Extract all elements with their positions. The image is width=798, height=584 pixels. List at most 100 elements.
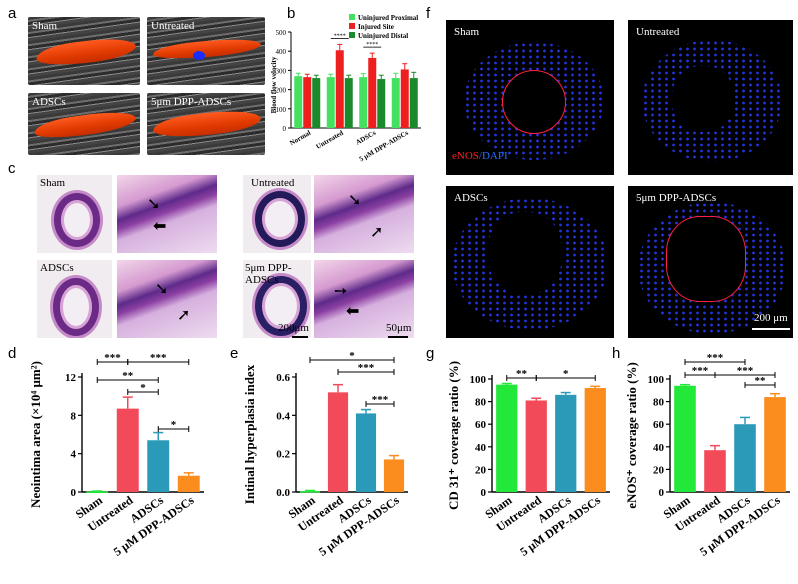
e-bracket-label-1: *** [358,362,375,374]
g-bar-2 [555,394,577,492]
b-legend-distal: Uninjured Distal [358,32,408,40]
b-bar-2-1 [368,57,377,128]
panel-label-d: d [8,345,17,362]
ultrasound-caption-untreated: Untreated [151,20,195,32]
h-bracket-label-1: *** [692,365,709,377]
panel-label-f: f [426,5,431,22]
scale-label-200um: 200μm [278,322,309,334]
e-bracket-label-2: *** [372,394,389,406]
g-bar-1 [525,400,547,492]
b-sig-label-2: **** [366,42,378,48]
b-bar-0-1 [303,77,312,128]
scale-bar-c-right [388,336,408,338]
panel-label-a: a [8,5,17,22]
chart-enos-coverage: eNOS⁺ coverage ratio (%) 020406080100Sham… [624,352,790,559]
d-bar-3 [177,475,200,492]
scale-label-50um: 50μm [386,322,412,334]
h-ytick-label-2: 40 [653,442,665,454]
ultrasound-caption-adscs: ADSCs [32,96,66,108]
b-bar-2-2 [377,79,386,128]
histology-untreated-high: ➘ ➚ [314,175,414,253]
b-bar-3-2 [409,78,418,128]
h-ylabel: eNOS⁺ coverage ratio (%) [624,362,639,509]
fluor-untreated: Untreated [628,20,793,175]
histology-adscs-high: ➘ ➚ [117,260,217,338]
g-ytick-label-1: 20 [475,464,487,476]
d-bar-2 [147,440,170,492]
h-bracket-label-2: *** [737,365,754,377]
e-ylabel: Intinal hyperplasia index [242,364,257,504]
histology-caption-untreated: Untreated [251,177,295,189]
h-ytick-label-4: 80 [653,397,665,409]
d-bracket-label-4: * [171,419,177,431]
h-bar-3 [764,397,786,492]
scale-label-200um-f: 200 μm [754,312,788,324]
b-xtick-label-0: Normal [288,129,312,147]
e-bracket-label-0: * [349,350,355,362]
h-ytick-label-5: 100 [648,374,665,386]
d-bar-0 [86,491,109,494]
e-bar-3 [383,459,405,492]
h-bar-1 [704,450,726,492]
d-ytick-label-2: 8 [71,410,77,422]
h-bar-2 [734,424,756,492]
h-ytick-label-3: 60 [653,419,665,431]
ultrasound-adscs: ADSCs [28,93,140,155]
e-ytick-label-3: 0.6 [276,372,290,384]
d-bar-1 [116,408,139,492]
ultrasound-caption-dpp-adscs: 5μm DPP-ADSCs [151,96,232,108]
g-ylabel: CD 31⁺ coverage ratio (%) [446,361,461,510]
chart-cd31-coverage: CD 31⁺ coverage ratio (%) 020406080100Sha… [446,361,610,559]
d-bracket-label-1: *** [150,352,167,364]
stain-sep: / [478,150,482,162]
d-ytick-label-0: 0 [71,487,77,499]
g-bar-0 [496,384,518,492]
b-ytick-label-5: 500 [276,29,287,37]
d-bracket-label-2: ** [122,370,134,382]
g-ytick-label-3: 60 [475,419,487,431]
b-sig-label-1: **** [334,33,346,39]
b-legend: Uninjured Proximal Injured Site Uninjure… [349,14,418,40]
h-bracket-label-0: *** [707,352,724,364]
g-ytick-label-4: 80 [475,397,487,409]
e-ytick-label-0: 0.0 [276,487,290,499]
b-ytick-label-0: 0 [283,125,287,133]
d-bracket-label-3: * [140,382,146,394]
e-ytick-label-1: 0.2 [276,449,290,461]
b-bar-3-0 [391,78,400,128]
b-bar-1-1 [335,50,344,128]
b-legend-injured: Injured Site [358,23,394,31]
b-ytick-label-1: 100 [276,106,287,114]
g-ytick-label-2: 40 [475,442,487,454]
b-ylabel: Blood flow velocity [270,56,278,113]
ultrasound-sham: Sham [28,17,140,85]
e-ytick-label-2: 0.4 [276,410,290,422]
b-xtick-label-2: ADSCs [354,129,377,147]
d-bracket-label-0: *** [104,352,121,364]
scale-bar-f [752,328,790,330]
fluor-adscs: ADSCs [446,186,614,338]
panel-label-g: g [426,345,435,362]
b-bar-0-2 [312,78,321,128]
ultrasound-dpp-adscs: 5μm DPP-ADSCs [147,93,265,155]
fluor-caption-sham: Sham [454,26,480,38]
histology-caption-dpp: 5μm DPP-ADSCs [245,262,292,286]
g-bracket-label-1: * [563,368,569,380]
panel-label-b: b [287,5,296,22]
chart-intimal-hyperplasia: Intinal hyperplasia index 0.00.20.40.6Sha… [242,350,408,559]
histology-caption-sham: Sham [40,177,66,189]
stain-eNOS: eNOS [452,150,479,162]
d-ylabel: Neointima area (×10⁴ μm²) [28,361,43,508]
b-legend-proximal: Uninjured Proximal [358,14,418,22]
histology-untreated-low: Untreated [243,175,311,253]
h-ytick-label-1: 20 [653,464,665,476]
histology-sham-high: ➘ ⬅ [117,175,217,253]
fluor-caption-dpp-adscs: 5μm DPP-ADSCs [636,192,717,204]
g-bar-3 [584,388,606,492]
fluor-caption-untreated: Untreated [636,26,680,38]
panel-label-c: c [8,160,16,177]
b-ytick-label-4: 400 [276,48,287,56]
fluor-dpp-adscs: 5μm DPP-ADSCs 200 μm [628,186,793,338]
ultrasound-caption-sham: Sham [32,20,58,32]
h-bar-0 [674,385,696,492]
